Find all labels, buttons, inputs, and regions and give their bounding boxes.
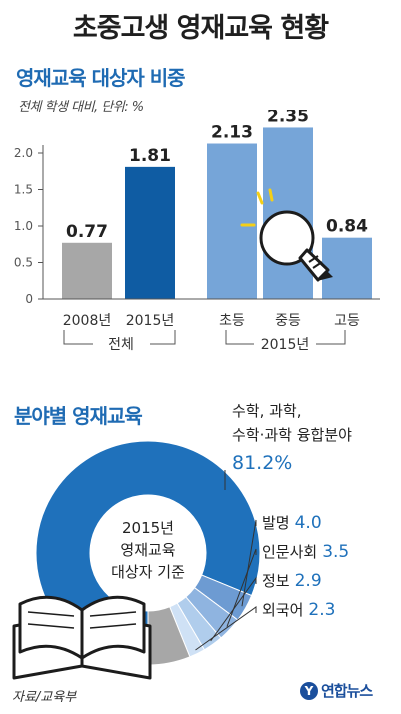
bar-value-label: 2.13 <box>211 123 253 143</box>
slice-label: 정보 2.9 <box>262 571 322 591</box>
group-label: 2015년 <box>261 337 310 353</box>
bar <box>125 166 175 299</box>
bar-chart: 0 0.5 1.0 1.5 2.0 0.77 1.81 2.13 2.35 0.84 2008년… <box>14 110 380 353</box>
slice-value: 4.0 <box>295 513 322 533</box>
donut-center-label: 대상자 기준 <box>111 563 185 581</box>
leader-line <box>241 519 257 607</box>
group-label: 전체 <box>108 337 134 353</box>
x-tick-label: 고등 <box>334 313 360 329</box>
leader-line <box>210 576 257 642</box>
bar-section-title: 영재교육 대상자 비중 <box>16 66 186 90</box>
bar-chart-subtitle: 전체 학생 대비, 단위: % <box>18 100 144 115</box>
logo: Y 연합뉴스 <box>300 680 373 702</box>
slice-value: 2.3 <box>308 600 335 620</box>
group-bracket <box>225 330 346 345</box>
slice-name: 정보 <box>262 572 290 590</box>
open-book-icon <box>12 595 152 680</box>
y-tick-label: 2.0 <box>14 146 33 160</box>
slice-value: 3.5 <box>322 542 349 562</box>
bar <box>207 143 257 299</box>
slice-label: 발명 4.0 <box>262 513 322 533</box>
x-tick-label: 초등 <box>219 313 245 329</box>
slice-label: 수학·과학 융합분야 <box>232 426 352 444</box>
slice-label: 외국어 2.3 <box>262 600 335 620</box>
group-bracket <box>63 330 176 345</box>
x-tick-label: 중등 <box>275 313 301 329</box>
leader-line <box>226 548 257 627</box>
source-note: 자료/교육부 <box>12 690 77 705</box>
slice-label: 인문사회 3.5 <box>262 542 349 562</box>
slice-name: 발명 <box>262 514 290 532</box>
main-title: 초중고생 영재교육 현황 <box>72 13 329 44</box>
leader-line <box>195 606 257 651</box>
slice-value: 2.9 <box>295 571 322 591</box>
y-axis: 0 0.5 1.0 1.5 2.0 <box>14 145 44 306</box>
bar-value-label: 1.81 <box>129 146 171 166</box>
bar <box>322 237 372 299</box>
donut-center-label: 영재교육 <box>120 541 175 559</box>
donut-labels: 수학, 과학, 수학·과학 융합분야 81.2% 발명 4.0 인문사회 3.5 정보 2.9 외… <box>195 402 352 651</box>
y-tick-label: 0 <box>25 292 33 306</box>
bar <box>62 242 112 299</box>
slice-name: 외국어 <box>262 601 303 619</box>
light-bulb-icon <box>240 188 333 282</box>
slice-label: 수학, 과학, <box>232 402 302 420</box>
x-tick-label: 2015년 <box>126 313 175 329</box>
bar-value-label: 0.77 <box>66 222 108 242</box>
bar-value-label: 2.35 <box>267 110 309 126</box>
slice-name: 인문사회 <box>262 543 317 561</box>
bar-value-label: 0.84 <box>326 217 368 237</box>
y-tick-label: 0.5 <box>14 256 33 270</box>
donut-center-label: 2015년 <box>122 519 174 537</box>
x-tick-label: 2008년 <box>63 313 112 329</box>
donut-hole <box>91 496 205 610</box>
bars: 0.77 1.81 2.13 2.35 0.84 <box>62 110 372 299</box>
y-tick-label: 1.5 <box>14 183 33 197</box>
logo-text: 연합뉴스 <box>321 682 373 700</box>
slice-value: 81.2% <box>232 452 292 474</box>
y-tick-label: 1.0 <box>14 219 33 233</box>
donut-section-title: 분야별 영재교육 <box>14 404 143 428</box>
yonhap-logo-icon: Y <box>300 681 318 700</box>
